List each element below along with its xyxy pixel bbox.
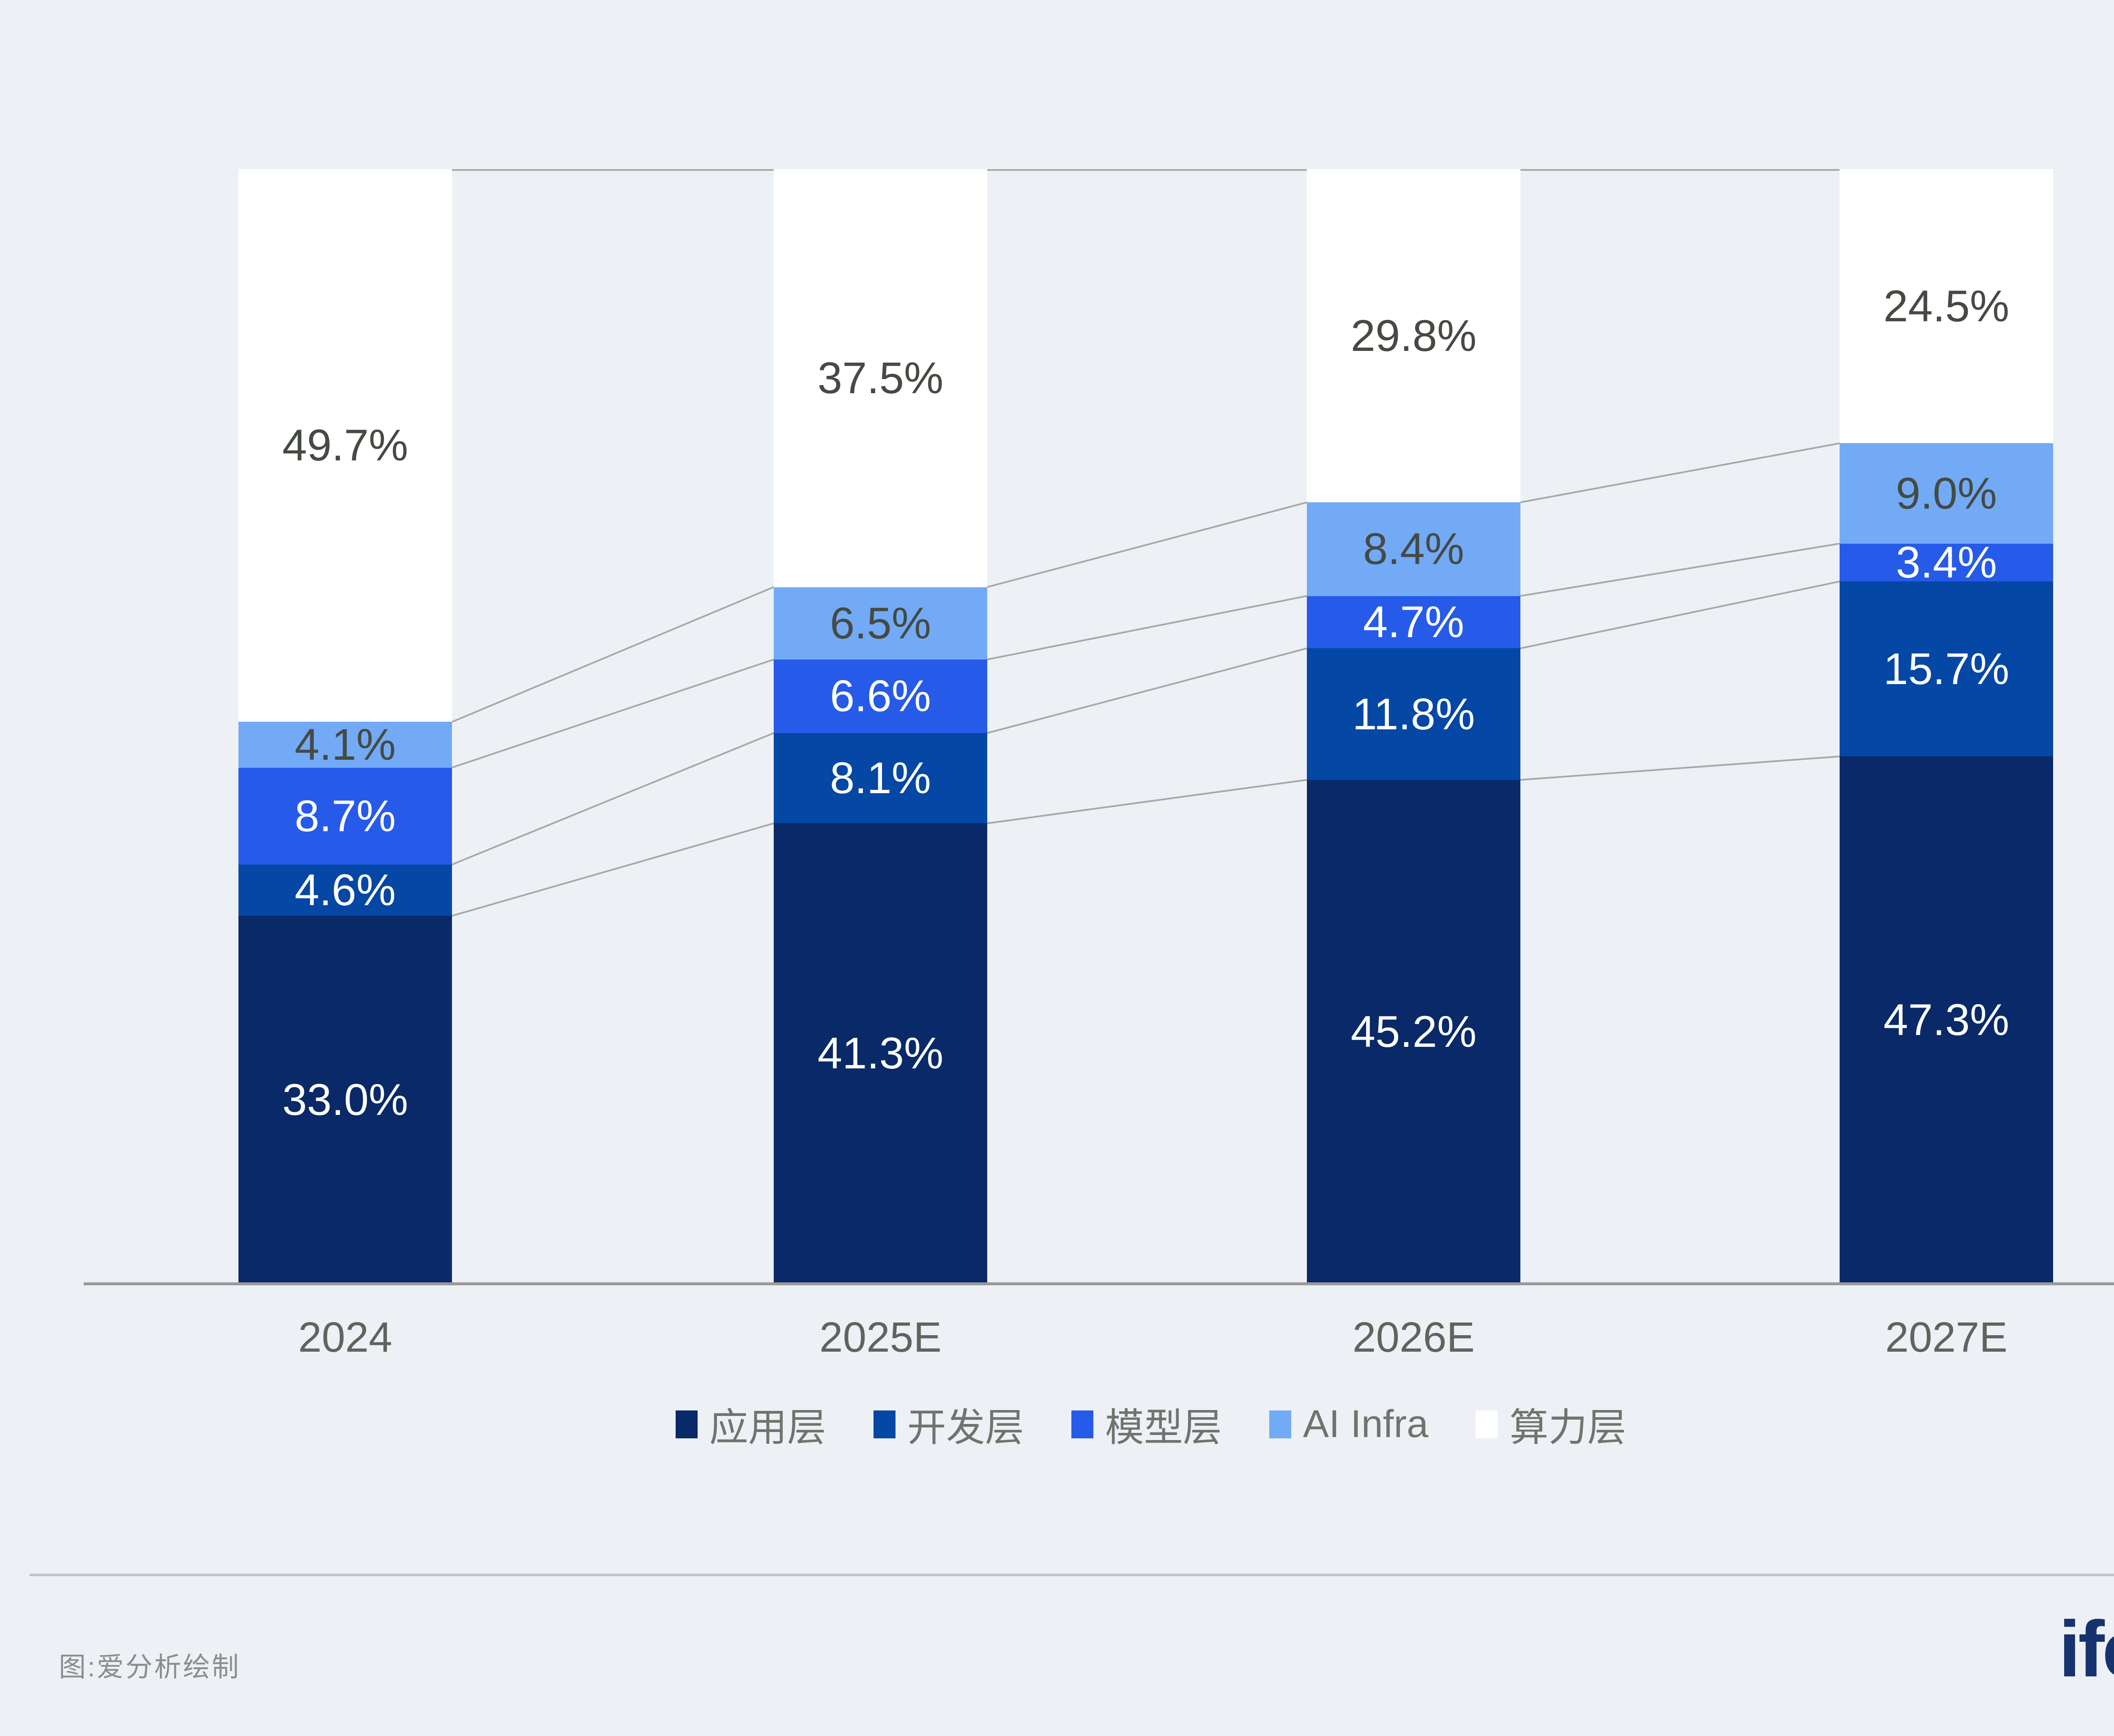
source-caption: 图:爱分析绘制 xyxy=(59,1652,241,1682)
ifenxi-logo-text: ifenxı xyxy=(2058,1605,2114,1693)
connector-lines xyxy=(452,169,1840,917)
bar-segment-2026E-4: 8.4% xyxy=(1307,502,1520,596)
bar-segment-2025E-4: 6.5% xyxy=(774,587,987,660)
legend-marker-icon xyxy=(1071,1410,1093,1438)
segment-value-label: 15.7% xyxy=(1883,644,2010,694)
segment-value-label: 3.4% xyxy=(1895,538,1997,588)
segment-value-label: 29.8% xyxy=(1350,311,1477,361)
segment-value-label: 8.4% xyxy=(1363,524,1465,574)
connector-line xyxy=(987,501,1307,588)
segment-value-label: 33.0% xyxy=(282,1075,408,1125)
legend-item-应用层: 应用层 xyxy=(675,1396,826,1452)
segment-value-label: 37.5% xyxy=(817,353,944,403)
segment-value-label: 41.3% xyxy=(817,1029,944,1079)
segment-value-label: 4.6% xyxy=(294,865,396,915)
bar-segment-2025E-3: 6.6% xyxy=(774,659,987,733)
axis-label-2026E: 2026E xyxy=(1352,1314,1475,1361)
axis-label-2024: 2024 xyxy=(298,1314,392,1361)
footer-divider xyxy=(30,1574,2114,1576)
bar-segment-2024-4: 4.1% xyxy=(238,720,452,770)
segment-value-label: 6.6% xyxy=(830,671,931,721)
bar-segment-2027E-5: 24.5% xyxy=(1840,169,2053,444)
bar-segment-2024-2: 4.6% xyxy=(238,864,452,916)
bar-segment-2027E-2: 15.7% xyxy=(1840,581,2053,757)
segment-value-label: 4.7% xyxy=(1363,597,1465,647)
legend-item-模型层: 模型层 xyxy=(1071,1396,1222,1452)
connector-line xyxy=(1520,580,1840,649)
bar-segment-2025E-5: 37.5% xyxy=(774,169,987,587)
legend: 应用层 开发层 模型层 AI Infra 算力层 xyxy=(0,1396,2114,1452)
legend-marker-icon xyxy=(873,1410,895,1438)
segment-value-label: 8.7% xyxy=(294,791,396,841)
axis-label-2025E: 2025E xyxy=(819,1314,942,1361)
legend-label: 算力层 xyxy=(1509,1406,1627,1449)
plot-area: 33.0% 4.6% 8.7% 4.1% 49.7% 2024 41.3% 8.1% 6.6% 6… xyxy=(84,169,2114,1361)
connector-line xyxy=(987,779,1307,824)
ifenxi-logo: ifenxı xyxy=(2059,1609,2114,1689)
connector-line xyxy=(987,595,1307,660)
bar-segment-2024-1: 33.0% xyxy=(238,916,452,1284)
connector-line xyxy=(1520,442,1840,504)
segment-value-label: 4.1% xyxy=(294,720,396,770)
legend-item-算力层: 算力层 xyxy=(1476,1396,1626,1452)
legend-marker-icon xyxy=(675,1410,698,1438)
legend-item-开发层: 开发层 xyxy=(873,1396,1024,1452)
segment-value-label: 47.3% xyxy=(1883,995,2010,1045)
bar-segment-2027E-3: 3.4% xyxy=(1840,540,2053,585)
bar-segment-2026E-1: 45.2% xyxy=(1307,780,1520,1284)
bar-segment-2027E-1: 47.3% xyxy=(1840,756,2053,1284)
connector-line xyxy=(452,658,774,769)
legend-marker-icon xyxy=(1476,1410,1498,1438)
segment-value-label: 24.5% xyxy=(1883,281,2010,331)
axis-label-2027E: 2027E xyxy=(1885,1314,2008,1361)
segment-value-label: 8.1% xyxy=(830,753,931,803)
segment-value-label: 45.2% xyxy=(1350,1007,1477,1057)
bar-segment-2024-3: 8.7% xyxy=(238,767,452,865)
legend-label: 模型层 xyxy=(1105,1406,1222,1449)
segment-value-label: 9.0% xyxy=(1895,468,1997,518)
bar-segment-2026E-3: 4.7% xyxy=(1307,596,1520,649)
segment-value-label: 11.8% xyxy=(1352,689,1475,739)
connector-line xyxy=(452,732,774,865)
segment-value-label: 49.7% xyxy=(282,421,408,471)
connector-line xyxy=(1520,756,1840,781)
bar-segment-2026E-2: 11.8% xyxy=(1307,648,1520,780)
legend-label: 应用层 xyxy=(709,1406,826,1449)
connector-line xyxy=(452,586,774,723)
legend-marker-icon xyxy=(1269,1410,1291,1438)
legend-label: 开发层 xyxy=(907,1406,1024,1449)
x-axis-line xyxy=(84,1282,2114,1285)
segment-value-label: 6.5% xyxy=(830,598,931,648)
legend-item-AI Infra: AI Infra xyxy=(1269,1402,1429,1446)
bar-segment-2027E-4: 9.0% xyxy=(1840,443,2053,544)
bar-segment-2025E-1: 41.3% xyxy=(774,823,987,1284)
connector-line xyxy=(452,822,774,917)
bar-segment-2024-5: 49.7% xyxy=(238,169,452,722)
connector-line xyxy=(1520,542,1840,597)
bar-segment-2026E-5: 29.8% xyxy=(1307,169,1520,503)
bar-segment-2025E-2: 8.1% xyxy=(774,733,987,824)
connector-line xyxy=(987,647,1307,734)
legend-label: AI Infra xyxy=(1303,1402,1429,1446)
